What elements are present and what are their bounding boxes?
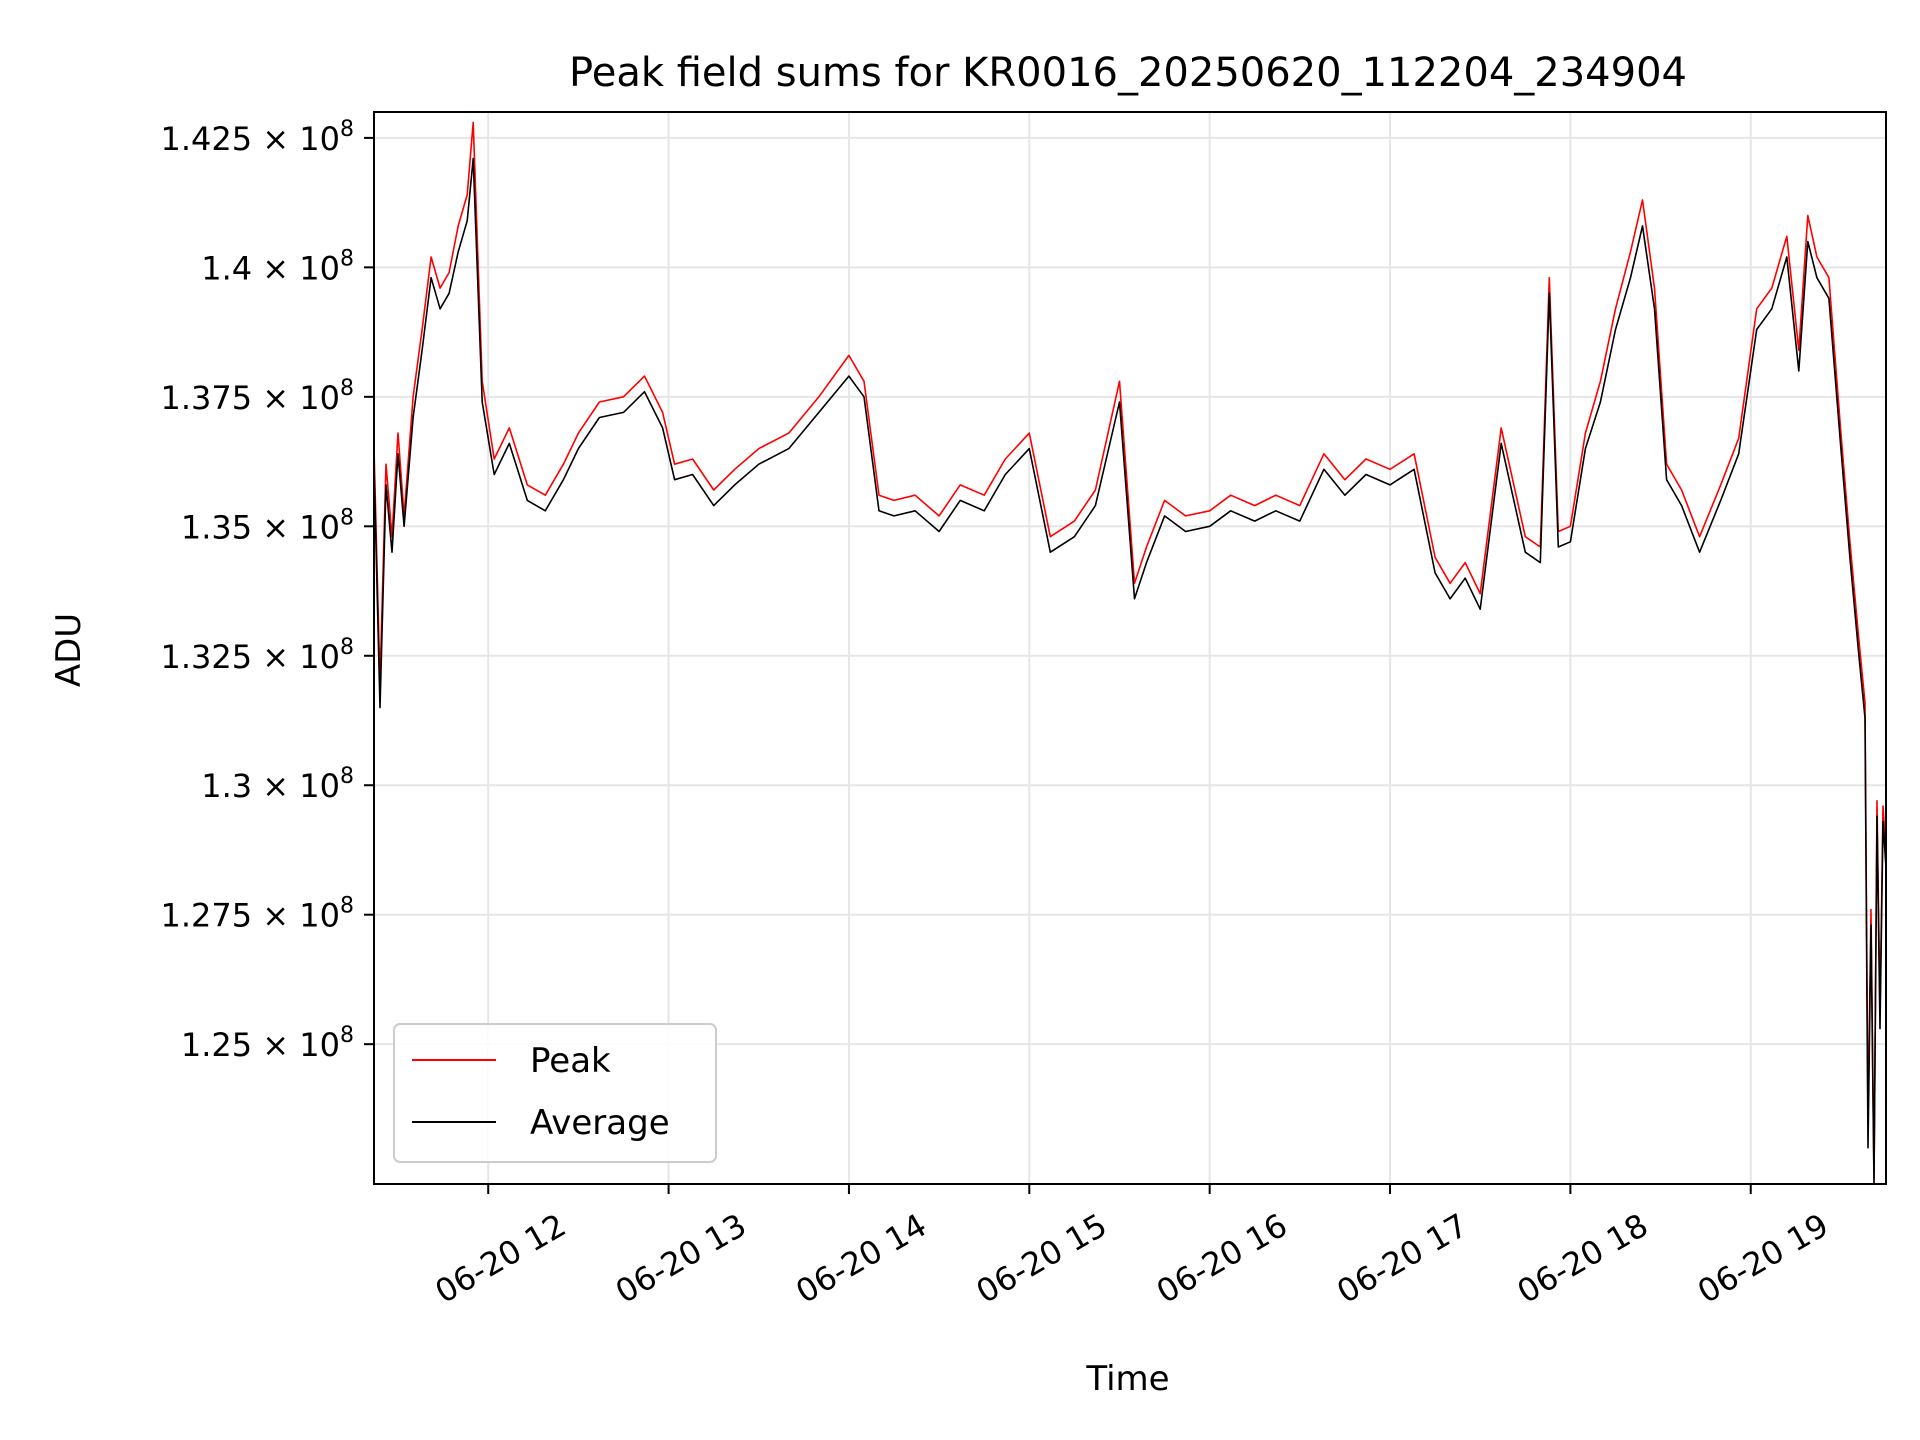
x-axis-label: Time <box>1085 1359 1169 1399</box>
y-tick-label: 1.4 × 108 <box>201 246 354 287</box>
series-line-peak <box>374 121 1886 1180</box>
y-axis-label: ADU <box>49 613 89 687</box>
y-tick-label: 1.25 × 108 <box>181 1023 354 1064</box>
chart-title: Peak field sums for KR0016_20250620_1122… <box>569 50 1687 96</box>
plot-frame <box>373 111 1887 1185</box>
y-tick-label: 1.275 × 108 <box>161 894 354 935</box>
y-axis: 1.25 × 108 1.275 × 108 1.3 × 108 1.325 × 10… <box>161 117 374 1064</box>
y-tick-label: 1.325 × 108 <box>161 635 354 676</box>
legend-label-average: Average <box>530 1103 670 1143</box>
legend-label-peak: Peak <box>530 1041 611 1081</box>
series-layer <box>374 121 1886 1184</box>
y-tick-label: 1.425 × 108 <box>161 117 354 158</box>
y-tick-label: 1.35 × 108 <box>181 505 354 546</box>
legend-box <box>393 1023 717 1163</box>
y-tick-label: 1.375 × 108 <box>161 376 354 417</box>
legend: Peak Average <box>393 1023 717 1163</box>
y-tick-label: 1.3 × 108 <box>201 764 354 805</box>
series-line-average <box>374 157 1886 1184</box>
